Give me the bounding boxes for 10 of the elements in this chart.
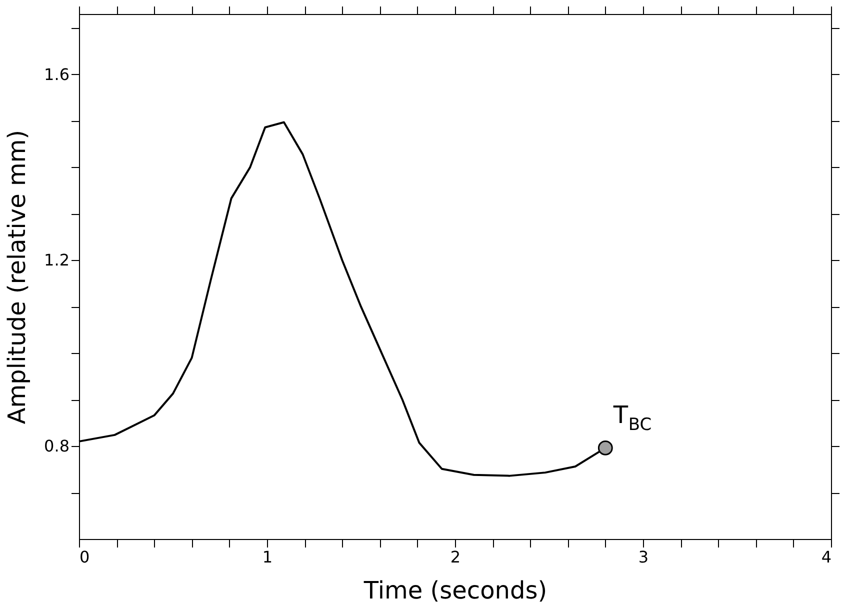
x-tick-label: 3 bbox=[638, 548, 649, 566]
x-axis-title: Time (seconds) bbox=[362, 576, 548, 604]
y-tick-label: 1.2 bbox=[44, 250, 70, 270]
x-tick-label: 2 bbox=[450, 548, 461, 566]
y-axis-title: Amplitude (relative mm) bbox=[3, 130, 32, 424]
x-tick-label: 4 bbox=[821, 548, 832, 566]
x-tick-label: 1 bbox=[262, 548, 273, 566]
x-tick-label: 0 bbox=[80, 548, 90, 566]
y-tick-label: 0.8 bbox=[44, 436, 70, 456]
y-tick-label: 1.6 bbox=[44, 64, 70, 84]
